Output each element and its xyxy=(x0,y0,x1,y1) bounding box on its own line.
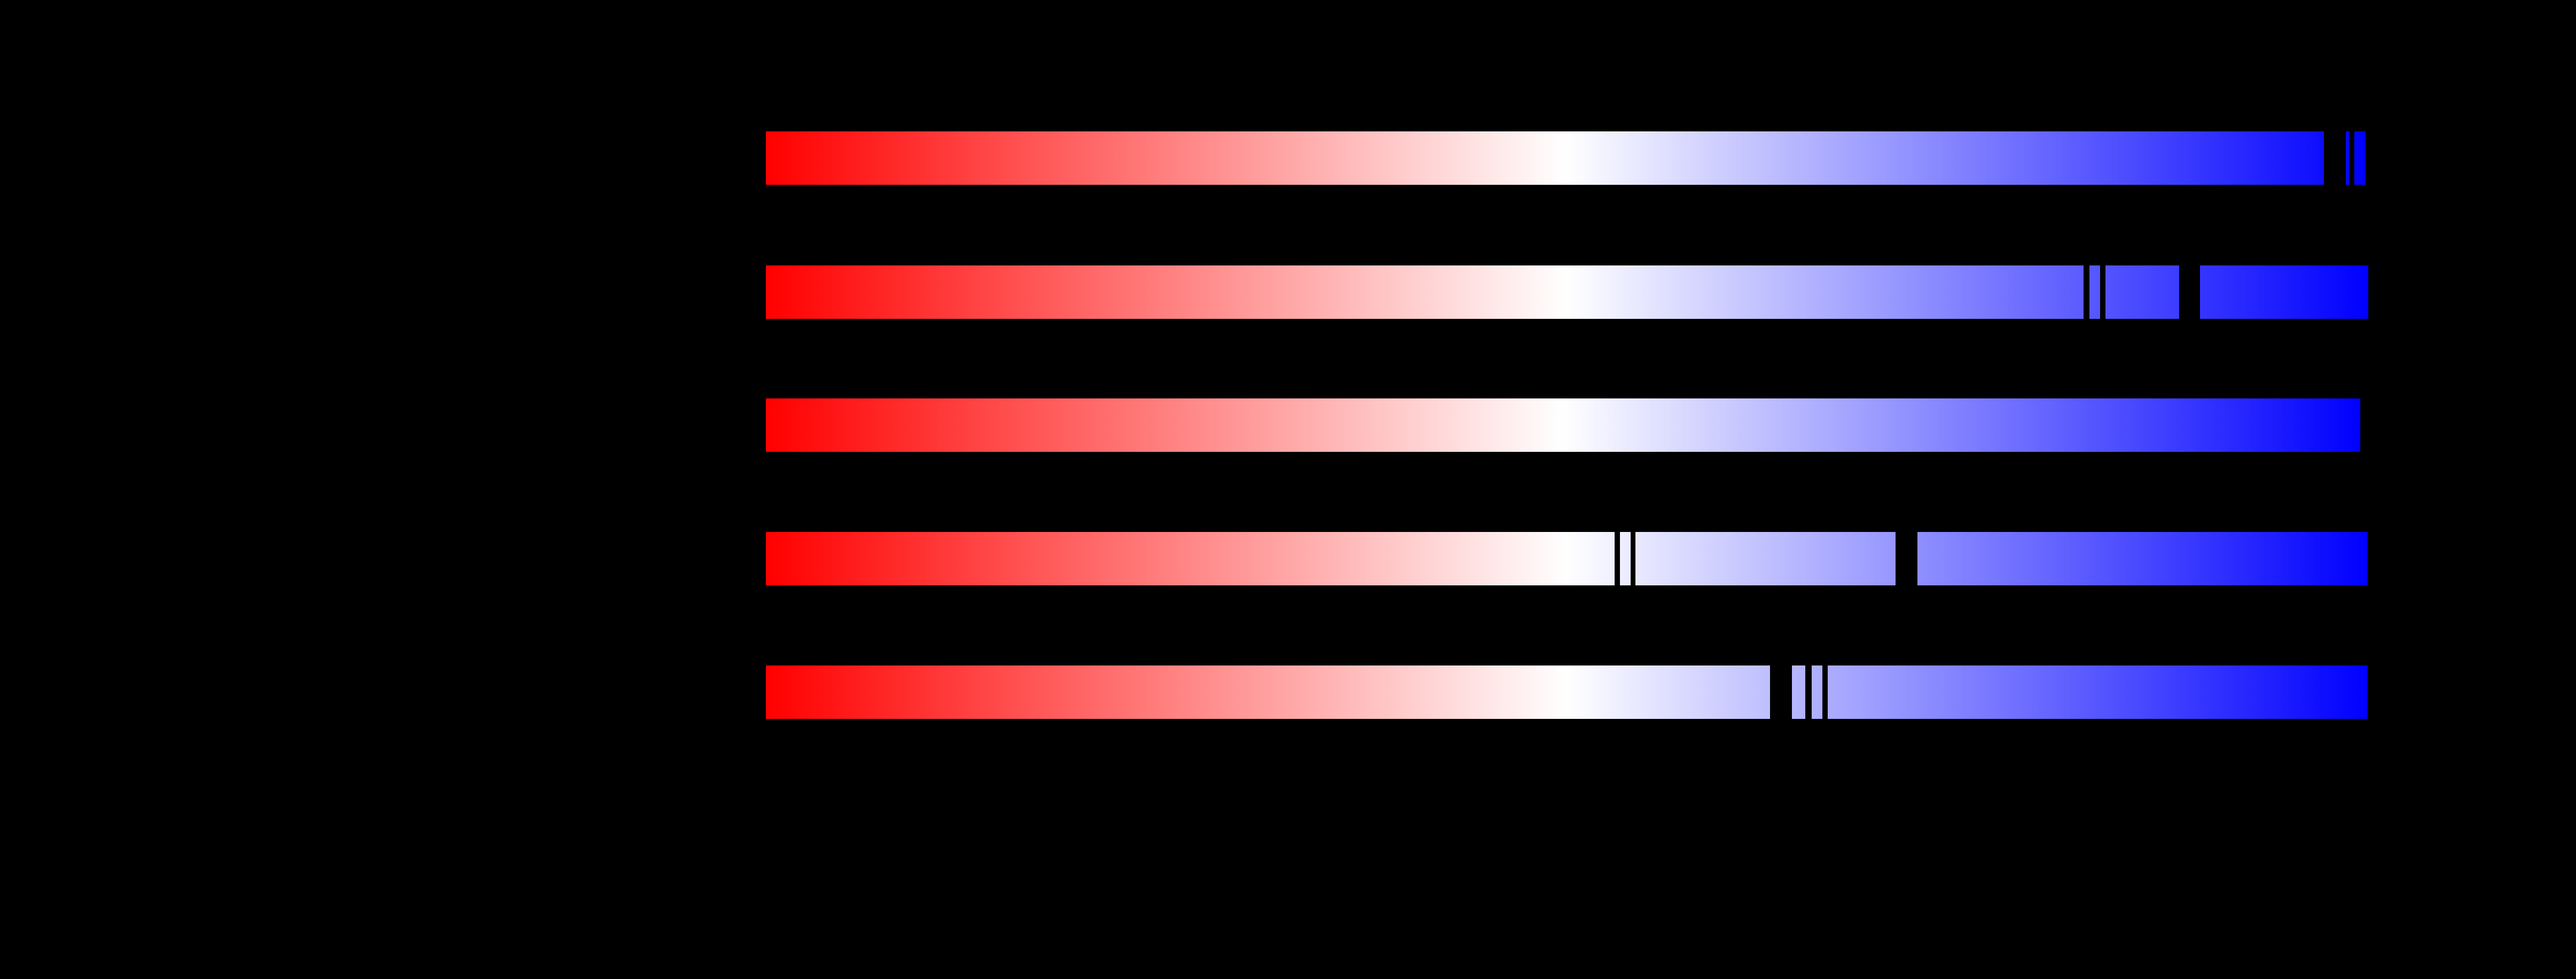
marker-line xyxy=(2179,265,2200,319)
marker-line xyxy=(2100,265,2105,319)
marker-line xyxy=(1822,665,1828,719)
marker-line xyxy=(1770,665,1792,719)
marker-line xyxy=(2324,131,2346,185)
gradient-bar-row-1 xyxy=(766,131,2366,185)
gradient-bar-row-5 xyxy=(766,665,2368,719)
marker-line xyxy=(2350,131,2354,185)
marker-line xyxy=(2084,265,2089,319)
marker-line xyxy=(1805,665,1812,719)
marker-line xyxy=(1896,532,1917,585)
gradient-bar-row-4 xyxy=(766,532,2368,585)
gradient-bar-row-3 xyxy=(766,398,2360,452)
marker-line xyxy=(1615,532,1620,585)
gradient-bar-row-2 xyxy=(766,265,2368,319)
marker-line xyxy=(1631,532,1635,585)
